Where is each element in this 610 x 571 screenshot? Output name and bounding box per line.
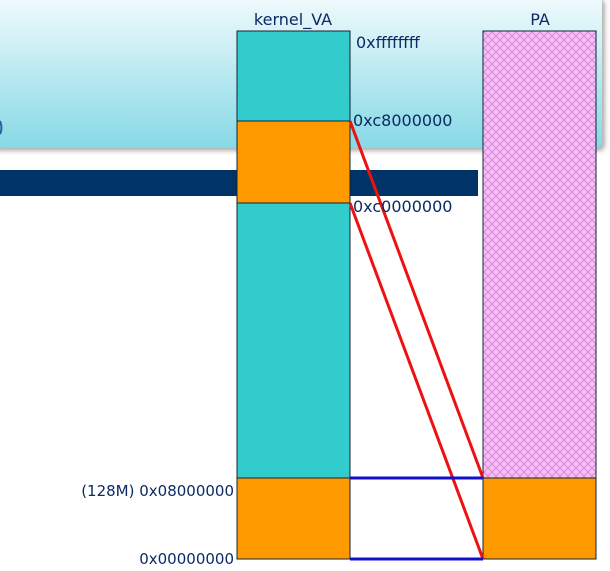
kernel-va-label: kernel_VA [254,10,332,30]
kernel-va-region-middle [236,202,351,479]
kernel-va-region-low [236,477,351,560]
address-label-c0: 0xc0000000 [353,197,452,216]
address-label-128m: (128M) 0x08000000 [81,482,234,500]
pa-region-low [482,477,597,560]
pa-label: PA [530,10,550,29]
kernel-va-region-top [236,30,351,122]
kernel-va-column [236,30,351,560]
kernel-va-region-mapped-high [236,120,351,204]
pa-column [482,30,597,560]
address-label-zero: 0x00000000 [139,550,234,568]
pa-region-upper [482,30,597,479]
mapping-line-red-upper [348,120,485,479]
banner-accent [0,120,3,135]
address-label-top: 0xffffffff [356,33,421,52]
address-label-c8: 0xc8000000 [353,111,452,130]
mapping-line-red-lower [348,202,485,560]
